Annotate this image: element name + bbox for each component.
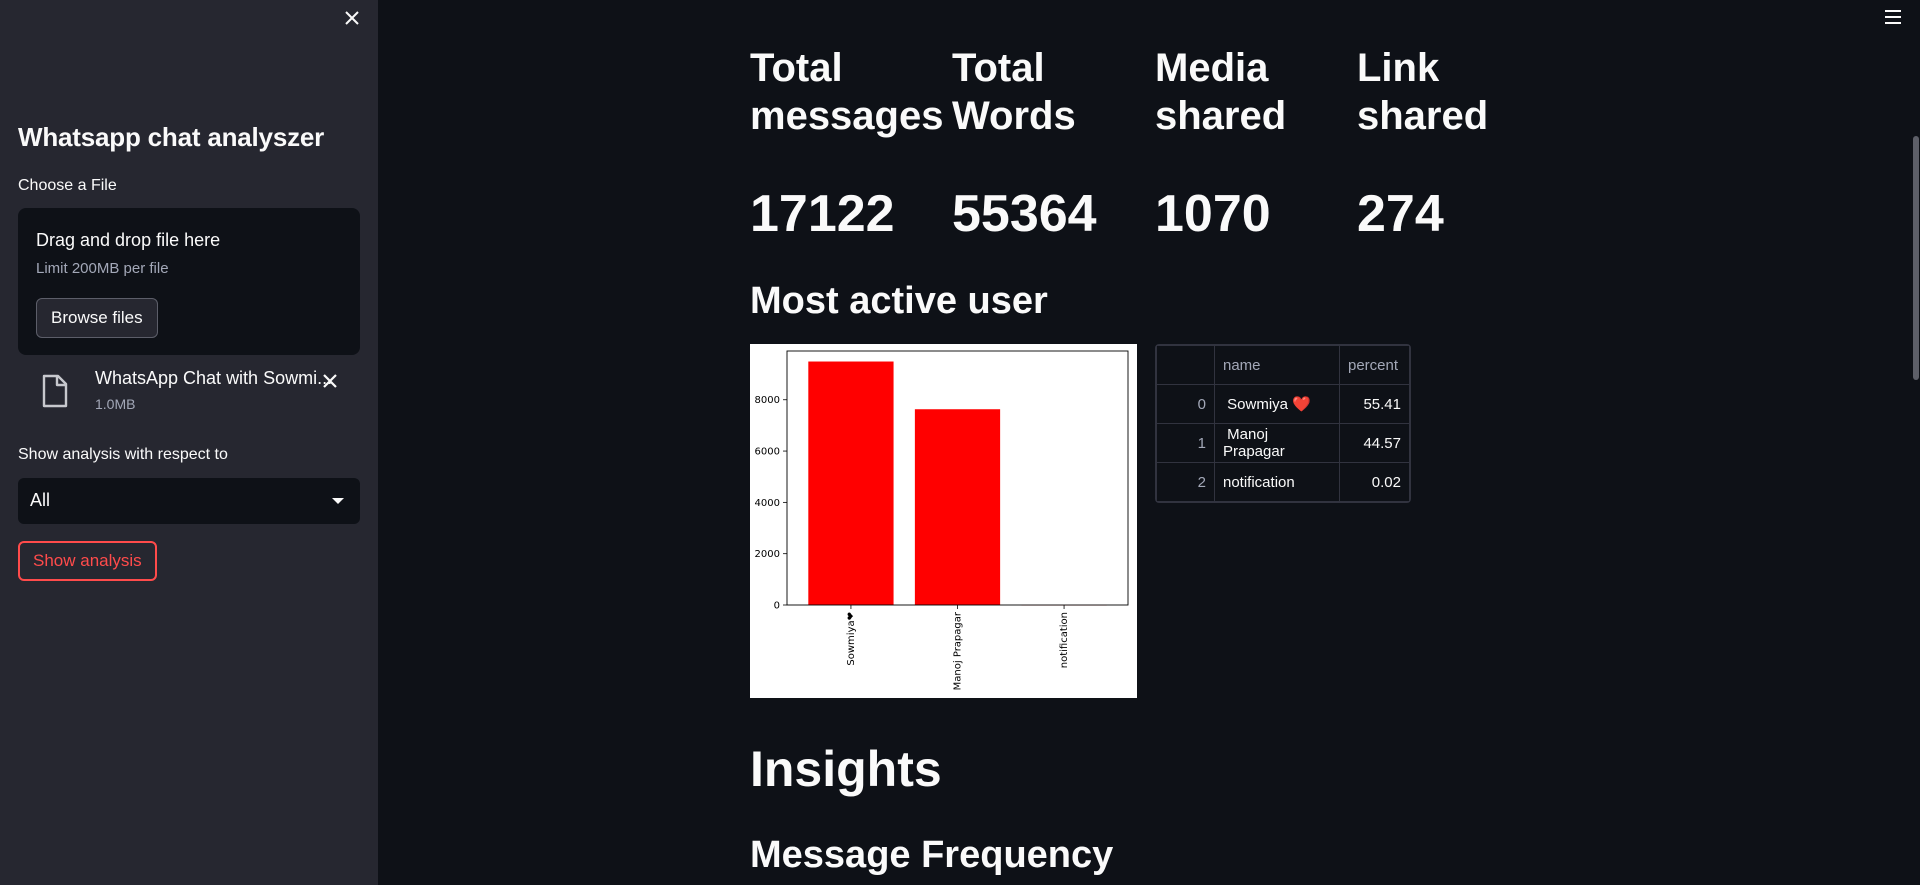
uploaded-file-name: WhatsApp Chat with Sowmi... [95, 368, 333, 388]
analysis-with-respect-label: Show analysis with respect to [18, 446, 228, 463]
metric-total-messages: Total messages 17122 [750, 44, 950, 243]
metric-link-shared: Link shared 274 [1357, 44, 1557, 243]
x-tick-label: notification [1059, 612, 1070, 668]
choose-file-label: Choose a File [18, 177, 117, 194]
x-tick-label: Sowmiya❤ [846, 612, 857, 666]
close-sidebar-icon[interactable] [340, 6, 364, 30]
user-select-value: All [30, 490, 51, 510]
file-dropzone[interactable]: Drag and drop file here Limit 200MB per … [18, 208, 360, 355]
y-tick-label: 6000 [755, 447, 780, 458]
row-name-cell[interactable]: Sowmiya ❤️ [1214, 384, 1340, 424]
show-analysis-button[interactable]: Show analysis [18, 541, 157, 581]
most-active-user-heading: Most active user [750, 280, 1048, 322]
row-percent[interactable]: 55.41 [1339, 384, 1410, 424]
sidebar: Whatsapp chat analyszer Choose a File Dr… [0, 0, 378, 885]
x-tick-label: Manoj Prapagar [953, 611, 964, 690]
chart-bar [808, 361, 894, 605]
bar-chart-svg: Sowmiya❤ Manoj Prapagar notification 0 2000 4… [755, 350, 1129, 690]
metric-value: 274 [1357, 185, 1444, 243]
y-tick-label: 8000 [755, 395, 780, 406]
table-row: 1 Manoj Prapagar 44.57 [1156, 423, 1410, 463]
metric-label: Total Words [952, 46, 1076, 138]
metric-label: Media shared [1155, 46, 1287, 138]
hamburger-menu-icon[interactable] [1882, 8, 1904, 26]
row-name: notification [1223, 473, 1295, 491]
remove-file-icon[interactable] [319, 370, 341, 392]
message-frequency-heading: Message Frequency [750, 834, 1114, 876]
row-index: 1 [1156, 423, 1215, 463]
insights-heading: Insights [750, 741, 942, 797]
row-percent[interactable]: 44.57 [1339, 423, 1410, 463]
metric-value: 17122 [750, 185, 895, 243]
metric-total-words: Total Words 55364 [952, 44, 1152, 243]
metric-label: Link shared [1357, 46, 1489, 138]
table-row: 2 notification 0.02 [1156, 462, 1410, 502]
row-percent[interactable]: 0.02 [1339, 462, 1410, 502]
table-corner-cell [1156, 345, 1215, 385]
browse-files-button[interactable]: Browse files [36, 298, 158, 338]
y-tick-label: 4000 [755, 498, 780, 509]
column-header-percent[interactable]: percent [1339, 345, 1410, 385]
uploaded-file-size: 1.0MB [95, 396, 136, 412]
uploaded-file: WhatsApp Chat with Sowmi... 1.0MB [40, 364, 360, 416]
dropzone-title: Drag and drop file here [36, 230, 221, 250]
row-name-cell[interactable]: Manoj Prapagar [1214, 423, 1340, 463]
heart-icon: ❤️ [1292, 396, 1311, 413]
row-name: Manoj Prapagar [1223, 426, 1285, 460]
y-tick-label: 2000 [755, 549, 780, 560]
user-select[interactable]: All [18, 478, 360, 524]
row-name: Sowmiya [1227, 396, 1289, 413]
dropzone-limit: Limit 200MB per file [36, 260, 169, 277]
column-header-name[interactable]: name [1214, 345, 1340, 385]
scrollbar-thumb[interactable] [1913, 136, 1919, 380]
y-tick-label: 0 [774, 601, 780, 612]
row-index: 2 [1156, 462, 1215, 502]
row-index: 0 [1156, 384, 1215, 424]
most-active-user-chart: Sowmiya❤ Manoj Prapagar notification 0 2000 4… [750, 344, 1137, 698]
metric-value: 1070 [1155, 185, 1271, 243]
file-icon [42, 374, 68, 408]
sidebar-title: Whatsapp chat analyszer [18, 122, 325, 152]
chart-bar [914, 409, 1001, 605]
scrollbar[interactable] [1912, 0, 1920, 885]
table-row: 0 Sowmiya ❤️ 55.41 [1156, 384, 1410, 424]
chart-axes-frame [786, 350, 1129, 606]
table-header-row: name percent [1156, 345, 1410, 385]
metric-label: Total messages [750, 46, 944, 138]
metric-media-shared: Media shared 1070 [1155, 44, 1355, 243]
row-name-cell[interactable]: notification [1214, 462, 1340, 502]
chevron-down-icon [332, 498, 344, 504]
metric-value: 55364 [952, 185, 1097, 243]
most-active-user-table[interactable]: name percent 0 Sowmiya ❤️ 55.41 1 Manoj … [1155, 344, 1411, 503]
